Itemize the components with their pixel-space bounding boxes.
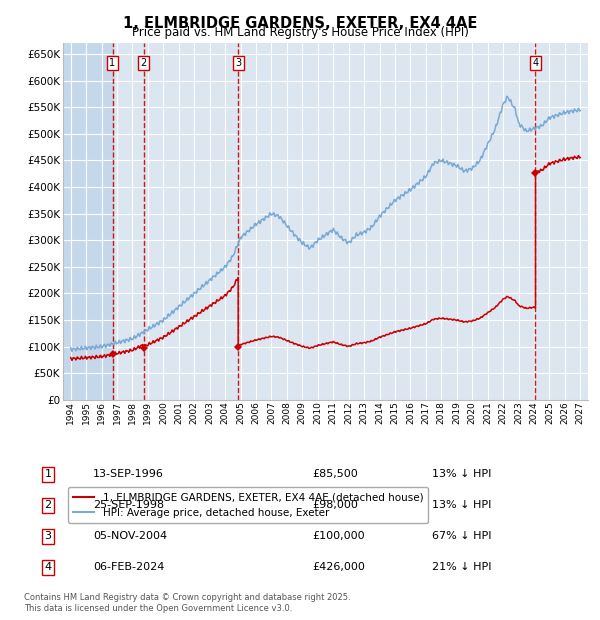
Text: 67% ↓ HPI: 67% ↓ HPI (432, 531, 491, 541)
Text: 4: 4 (532, 58, 539, 68)
Text: 1, ELMBRIDGE GARDENS, EXETER, EX4 4AE: 1, ELMBRIDGE GARDENS, EXETER, EX4 4AE (123, 16, 477, 30)
Text: 3: 3 (235, 58, 241, 68)
Text: 05-NOV-2004: 05-NOV-2004 (93, 531, 167, 541)
Text: Price paid vs. HM Land Registry's House Price Index (HPI): Price paid vs. HM Land Registry's House … (131, 26, 469, 39)
Text: 13% ↓ HPI: 13% ↓ HPI (432, 469, 491, 479)
Text: 13% ↓ HPI: 13% ↓ HPI (432, 500, 491, 510)
Text: 21% ↓ HPI: 21% ↓ HPI (432, 562, 491, 572)
Text: £426,000: £426,000 (312, 562, 365, 572)
Text: 06-FEB-2024: 06-FEB-2024 (93, 562, 164, 572)
Text: 1: 1 (44, 469, 52, 479)
Text: £100,000: £100,000 (312, 531, 365, 541)
Text: 1: 1 (109, 58, 116, 68)
Text: £98,000: £98,000 (312, 500, 358, 510)
Text: 2: 2 (44, 500, 52, 510)
Bar (63, 43, 113, 400)
Text: Contains HM Land Registry data © Crown copyright and database right 2025.
This d: Contains HM Land Registry data © Crown c… (24, 593, 350, 613)
Text: 25-SEP-1998: 25-SEP-1998 (93, 500, 164, 510)
Text: £85,500: £85,500 (312, 469, 358, 479)
Text: 4: 4 (44, 562, 52, 572)
Text: 3: 3 (44, 531, 52, 541)
Text: 13-SEP-1996: 13-SEP-1996 (93, 469, 164, 479)
Text: 2: 2 (141, 58, 147, 68)
Legend: 1, ELMBRIDGE GARDENS, EXETER, EX4 4AE (detached house), HPI: Average price, deta: 1, ELMBRIDGE GARDENS, EXETER, EX4 4AE (d… (68, 487, 428, 523)
